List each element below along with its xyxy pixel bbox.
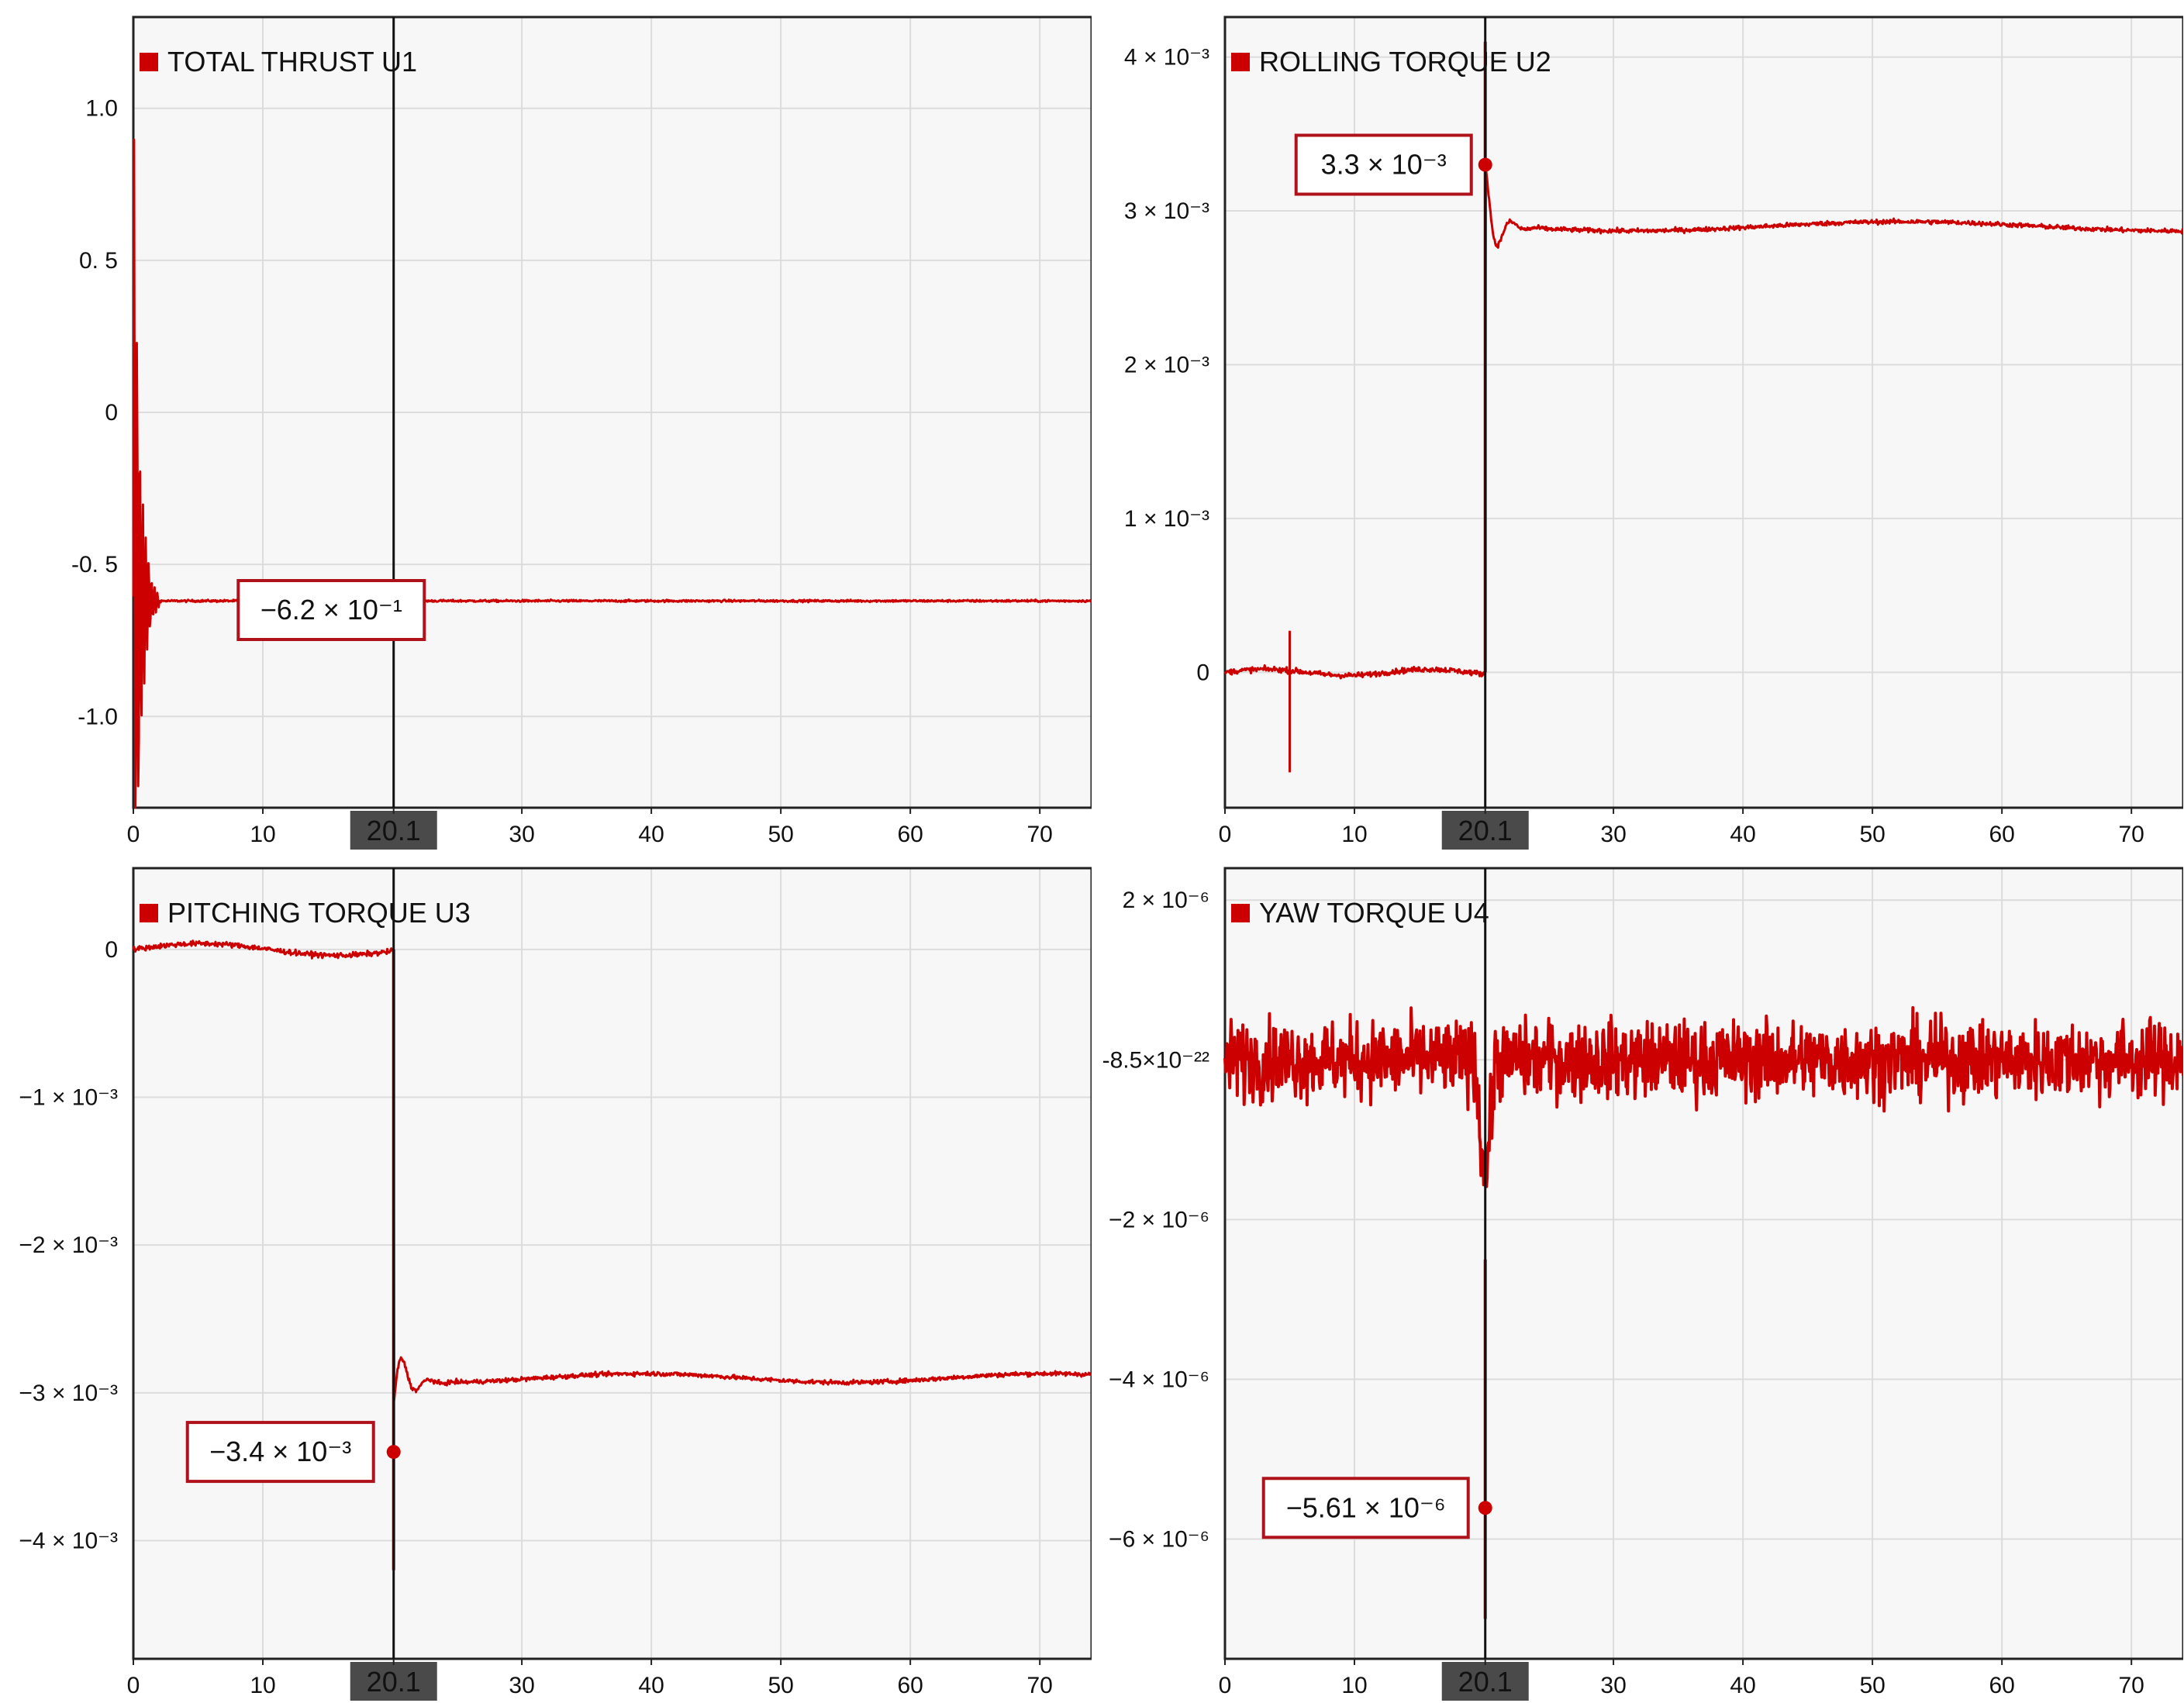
x-tick-label: 10 <box>1341 822 1367 847</box>
y-tick-label: −3 × 10⁻³ <box>19 1381 118 1406</box>
chart-panel-yaw-torque: 0 10 20.1 30 40 50 60 70 2 × 10⁻⁶ -8.5×10⁻²² −2 × … <box>1092 851 2183 1702</box>
x-tick-label: 30 <box>1600 822 1626 847</box>
x-tick-label: 30 <box>509 1673 534 1698</box>
x-tick-label: 0 <box>127 1673 140 1698</box>
x-tick-label: 70 <box>2119 1673 2144 1698</box>
legend-label: PITCHING TORQUE U3 <box>167 897 471 929</box>
series-line <box>132 939 1092 1401</box>
value-point <box>386 1445 401 1460</box>
y-tick-label: 2 × 10⁻⁶ <box>1123 888 1209 913</box>
plot-area <box>1225 868 2183 1659</box>
marker-x-badge <box>350 1662 437 1701</box>
x-tick-label: 60 <box>897 1673 923 1698</box>
value-callout-box <box>1261 1477 1470 1539</box>
series-line <box>1223 166 2183 680</box>
value-callout-box <box>1294 133 1473 196</box>
legend-label: YAW TORQUE U4 <box>1259 897 1489 929</box>
y-tick-label: −1 × 10⁻³ <box>19 1085 118 1111</box>
x-tick-label: 0 <box>1219 822 1232 847</box>
x-tick-label: 70 <box>2119 822 2144 847</box>
value-callout-box <box>185 1421 375 1484</box>
chart-panel-total-thrust: 0 10 20.1 30 40 50 60 70 1.0 0. 5 0 -0. 5 -1.0 TOTAL … <box>0 0 1092 851</box>
marker-x-badge <box>350 811 437 850</box>
y-tick-label: 0. 5 <box>79 248 118 274</box>
x-tick-label: 60 <box>1989 1673 2014 1698</box>
x-tick-label: 70 <box>1027 1673 1053 1698</box>
x-tick-label: 10 <box>250 1673 275 1698</box>
y-tick-label: 0 <box>1196 660 1209 685</box>
x-tick-label: 20.1 <box>367 1666 421 1698</box>
x-tick-label: 50 <box>768 822 793 847</box>
chart-panel-rolling-torque: 0 10 20.1 30 40 50 60 70 4 × 10⁻³ 3 × 10⁻³ 2 × 10⁻… <box>1092 0 2183 851</box>
plot-frame <box>1223 867 2183 1660</box>
chart-panel-pitching-torque: 0 10 20.1 30 40 50 60 70 0 −1 × 10⁻³ −2 × 10⁻³ −3 ×… <box>0 851 1092 1702</box>
marker-x-badge <box>1441 811 1529 850</box>
y-tick-label: -8.5×10⁻²² <box>1102 1047 1209 1073</box>
x-tick-label: 50 <box>768 1673 793 1698</box>
x-tick-label: 40 <box>1730 822 1755 847</box>
x-tick-label: 30 <box>1600 1673 1626 1698</box>
y-tick-label: −4 × 10⁻⁶ <box>1109 1367 1209 1392</box>
y-tick-label: 1 × 10⁻³ <box>1124 506 1209 532</box>
value-point <box>1478 1501 1492 1515</box>
x-tick-label: 40 <box>638 1673 664 1698</box>
x-tick-label: 10 <box>250 822 275 847</box>
legend-swatch <box>140 53 158 71</box>
x-tick-label: 20.1 <box>367 815 421 846</box>
series-line <box>1223 1006 2183 1188</box>
x-tick-label: 40 <box>1730 1673 1755 1698</box>
y-tick-label: -0. 5 <box>71 552 118 577</box>
x-tick-label: 30 <box>509 822 534 847</box>
x-tick-label: 20.1 <box>1458 815 1513 846</box>
y-tick-label: 0 <box>105 937 118 963</box>
value-callout-box <box>236 579 426 641</box>
x-tick-label: 60 <box>897 822 923 847</box>
value-callout-text: −6.2 × 10⁻¹ <box>260 594 402 626</box>
x-tick-label: 0 <box>1219 1673 1232 1698</box>
y-tick-label: 1.0 <box>85 96 118 122</box>
x-tick-label: 0 <box>127 822 140 847</box>
chart-svg: 0 10 20.1 30 40 50 60 70 2 × 10⁻⁶ -8.5×10⁻²² −2 × … <box>1102 867 2183 1701</box>
plot-frame <box>1223 16 2183 809</box>
legend-label: TOTAL THRUST U1 <box>167 46 417 78</box>
value-callout-text: −3.4 × 10⁻³ <box>209 1436 351 1467</box>
y-tick-label: −2 × 10⁻⁶ <box>1109 1207 1209 1232</box>
chart-svg: 0 10 20.1 30 40 50 60 70 4 × 10⁻³ 3 × 10⁻³ 2 × 10⁻… <box>1124 16 2183 850</box>
value-point <box>1478 157 1492 172</box>
x-tick-label: 50 <box>1859 1673 1885 1698</box>
x-tick-label: 40 <box>638 822 664 847</box>
x-tick-label: 10 <box>1341 1673 1367 1698</box>
value-callout-text: 3.3 × 10⁻³ <box>1321 149 1447 181</box>
legend-swatch <box>1231 904 1250 922</box>
chart-svg: 0 10 20.1 30 40 50 60 70 0 −1 × 10⁻³ −2 × 10⁻³ −3 ×… <box>19 867 1092 1701</box>
x-tick-label: 70 <box>1027 822 1053 847</box>
y-tick-label: −4 × 10⁻³ <box>19 1528 118 1553</box>
plot-area <box>133 868 1092 1659</box>
marker-x-badge <box>1441 1662 1529 1701</box>
y-tick-label: −2 × 10⁻³ <box>19 1232 118 1258</box>
y-tick-label: −6 × 10⁻⁶ <box>1109 1526 1209 1552</box>
y-tick-label: 2 × 10⁻³ <box>1124 352 1209 377</box>
chart-svg: 0 10 20.1 30 40 50 60 70 1.0 0. 5 0 -0. 5 -1.0 TOTAL … <box>71 16 1092 850</box>
legend-swatch <box>1231 53 1250 71</box>
y-tick-label: -1.0 <box>78 704 118 729</box>
y-tick-label: 3 × 10⁻³ <box>1124 198 1209 224</box>
plot-frame <box>132 867 1092 1660</box>
legend-label: ROLLING TORQUE U2 <box>1259 46 1551 78</box>
x-tick-label: 60 <box>1989 822 2014 847</box>
y-tick-label: 4 × 10⁻³ <box>1124 45 1209 71</box>
y-tick-label: 0 <box>105 400 118 426</box>
x-tick-label: 50 <box>1859 822 1885 847</box>
value-callout-text: −5.61 × 10⁻⁶ <box>1286 1491 1446 1523</box>
legend-swatch <box>140 904 158 922</box>
x-tick-label: 20.1 <box>1458 1666 1513 1698</box>
